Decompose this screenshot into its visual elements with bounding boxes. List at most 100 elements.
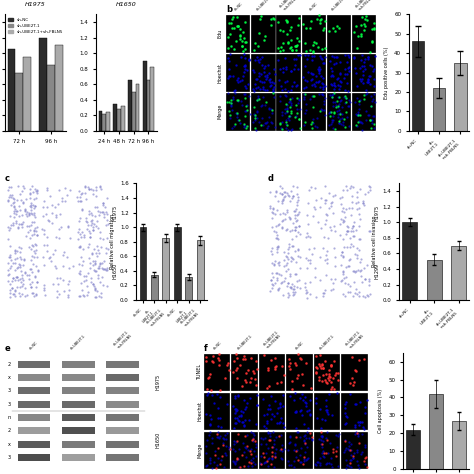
Point — [46, 192, 54, 200]
Point — [10, 199, 18, 206]
Point — [310, 70, 317, 78]
Text: f: f — [204, 344, 208, 353]
Point — [273, 234, 280, 241]
Bar — [452, 421, 466, 469]
Point — [312, 293, 319, 301]
Point — [344, 222, 351, 230]
Point — [241, 18, 249, 26]
Point — [322, 397, 330, 404]
Point — [284, 280, 292, 287]
Point — [216, 460, 224, 467]
Point — [27, 227, 34, 234]
Point — [102, 245, 109, 252]
Point — [333, 75, 341, 83]
Point — [301, 431, 309, 438]
Point — [342, 456, 350, 464]
Point — [214, 404, 221, 411]
Point — [353, 205, 361, 213]
Point — [33, 190, 41, 197]
Point — [356, 97, 363, 105]
Point — [289, 192, 297, 200]
Point — [274, 404, 282, 412]
Bar — [18, 428, 50, 435]
Point — [27, 201, 35, 209]
Text: sh-NC: sh-NC — [309, 1, 319, 12]
Bar — [327, 15, 351, 53]
Point — [58, 197, 65, 204]
Point — [328, 67, 336, 74]
Point — [241, 55, 249, 62]
Point — [300, 91, 308, 98]
Point — [270, 436, 278, 444]
Point — [285, 112, 292, 120]
Point — [310, 38, 318, 46]
Point — [294, 428, 302, 436]
Point — [293, 201, 301, 209]
Point — [319, 91, 326, 98]
Point — [342, 230, 350, 238]
Point — [241, 376, 248, 383]
Point — [319, 364, 327, 372]
Point — [334, 103, 342, 110]
Point — [294, 196, 301, 203]
Point — [98, 208, 106, 215]
Point — [14, 276, 21, 283]
Point — [91, 257, 99, 264]
Point — [357, 75, 365, 82]
Point — [23, 291, 31, 299]
Point — [264, 118, 271, 126]
Point — [22, 210, 30, 218]
Point — [233, 455, 240, 463]
Point — [334, 102, 342, 110]
Point — [322, 196, 330, 203]
Point — [357, 266, 365, 273]
Point — [229, 457, 237, 465]
Point — [266, 287, 273, 295]
Text: sh-UBE2T-1
+sh-FBLN5: sh-UBE2T-1 +sh-FBLN5 — [279, 0, 299, 12]
Point — [289, 242, 296, 250]
Point — [238, 43, 246, 50]
Point — [309, 116, 316, 123]
Point — [292, 55, 300, 63]
Point — [313, 15, 321, 23]
Point — [270, 80, 278, 87]
Point — [294, 371, 302, 378]
Point — [299, 371, 306, 378]
Point — [264, 445, 272, 452]
Point — [83, 218, 91, 226]
Point — [370, 24, 378, 32]
Point — [340, 208, 347, 215]
Point — [15, 202, 22, 210]
Point — [10, 202, 18, 210]
Point — [365, 277, 373, 284]
Point — [21, 207, 28, 215]
Point — [5, 183, 13, 191]
Point — [349, 183, 357, 191]
Point — [218, 423, 225, 430]
Bar — [136, 84, 139, 131]
Point — [301, 437, 308, 444]
Point — [50, 281, 57, 288]
Bar — [121, 106, 125, 131]
Point — [255, 94, 262, 102]
Point — [203, 358, 210, 365]
Point — [347, 211, 355, 219]
Point — [331, 253, 339, 261]
Point — [64, 293, 72, 301]
Point — [352, 69, 360, 77]
Point — [327, 373, 334, 381]
Point — [295, 99, 302, 106]
Point — [207, 415, 214, 423]
Point — [260, 121, 267, 128]
Point — [272, 188, 279, 195]
Point — [8, 284, 15, 292]
Point — [250, 432, 257, 439]
Point — [353, 255, 361, 262]
Point — [206, 420, 214, 428]
Point — [349, 453, 357, 460]
Point — [96, 278, 104, 286]
Point — [346, 447, 354, 454]
Point — [229, 95, 237, 103]
Point — [302, 24, 310, 32]
Point — [286, 27, 293, 34]
